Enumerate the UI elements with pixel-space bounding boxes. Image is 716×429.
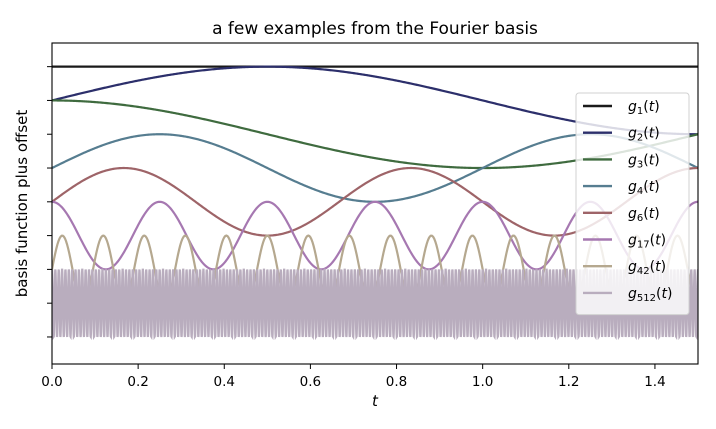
x-tick-label: 0.6 — [300, 374, 321, 390]
plot-frame — [51, 42, 699, 365]
x-tick-label: 0.4 — [214, 374, 235, 390]
x-tick-label: 1.0 — [472, 374, 493, 390]
legend: g1(t) g2(t) g3(t) g4(t) g6(t) g17(t) g42(t) g51… — [575, 92, 690, 316]
x-tick-label: 0.0 — [41, 374, 62, 390]
x-tick-label: 1.4 — [644, 374, 665, 390]
y-axis-label: basis function plus offset — [13, 110, 31, 298]
legend-box — [575, 92, 690, 316]
x-tick-label: 1.2 — [558, 374, 579, 390]
legend-label: g512(t) — [628, 286, 672, 304]
x-tick-label: 0.8 — [386, 374, 407, 390]
legend-label: g1(t) — [628, 99, 660, 117]
legend-label: g3(t) — [628, 152, 660, 170]
legend-label: g42(t) — [628, 259, 666, 277]
chart-title: a few examples from the Fourier basis — [212, 19, 538, 39]
legend-label: g6(t) — [628, 206, 660, 224]
legend-label: g17(t) — [628, 233, 666, 251]
legend-label: g4(t) — [628, 179, 660, 197]
x-axis-label: t — [372, 392, 379, 410]
legend-label: g2(t) — [628, 126, 660, 144]
x-tick-label: 0.2 — [127, 374, 148, 390]
